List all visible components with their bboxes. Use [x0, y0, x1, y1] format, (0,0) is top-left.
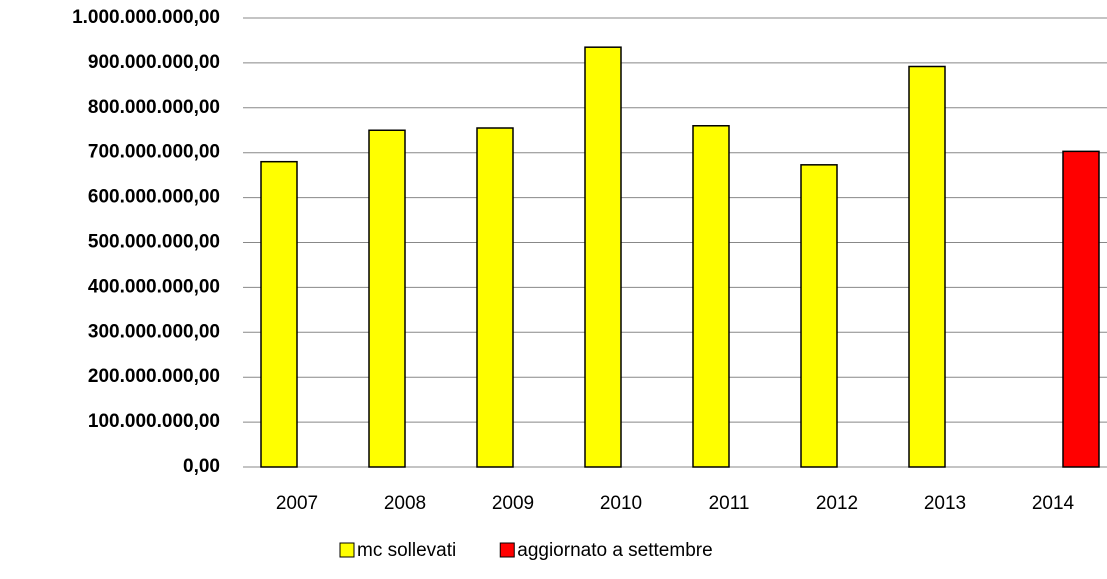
x-tick-label: 2009	[492, 493, 534, 514]
bar	[908, 65, 946, 468]
bar	[1062, 150, 1100, 468]
legend-swatch	[339, 542, 355, 558]
x-tick-label: 2011	[709, 493, 750, 514]
legend-label: aggiornato a settembre	[517, 540, 712, 561]
legend-label: mc sollevati	[357, 540, 456, 561]
bar	[260, 160, 298, 468]
y-tick-label: 300.000.000,00	[88, 321, 220, 342]
bar	[368, 129, 406, 468]
y-tick-label: 900.000.000,00	[88, 52, 220, 73]
x-tick-label: 2014	[1032, 493, 1075, 514]
y-tick-label: 400.000.000,00	[88, 276, 220, 297]
y-tick-label: 100.000.000,00	[88, 411, 220, 432]
y-tick-label: 200.000.000,00	[88, 366, 220, 387]
x-tick-label: 2012	[816, 493, 858, 514]
bar	[692, 125, 730, 468]
bar	[800, 164, 838, 468]
legend-swatch	[499, 542, 515, 558]
x-tick-label: 2007	[276, 493, 318, 514]
y-tick-label: 0,00	[183, 456, 220, 477]
bar	[584, 46, 622, 468]
y-tick-label: 800.000.000,00	[88, 97, 220, 118]
y-tick-label: 700.000.000,00	[88, 142, 220, 163]
y-tick-label: 1.000.000.000,00	[72, 7, 220, 28]
x-tick-label: 2010	[600, 493, 642, 514]
bar	[476, 127, 514, 468]
y-tick-label: 600.000.000,00	[88, 187, 220, 208]
x-tick-label: 2013	[924, 493, 966, 514]
x-tick-label: 2008	[384, 493, 426, 514]
y-tick-label: 500.000.000,00	[88, 232, 220, 253]
